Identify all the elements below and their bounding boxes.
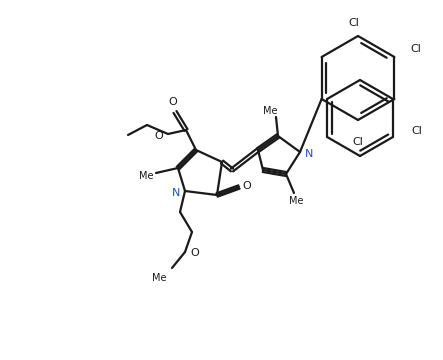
Text: O: O xyxy=(190,248,199,258)
Text: Cl: Cl xyxy=(411,126,422,136)
Text: O: O xyxy=(243,181,251,191)
Text: Me: Me xyxy=(289,196,303,206)
Text: N: N xyxy=(172,188,180,198)
Text: Me: Me xyxy=(139,171,153,181)
Text: N: N xyxy=(305,149,313,159)
Text: Cl: Cl xyxy=(349,18,359,28)
Text: O: O xyxy=(155,131,163,141)
Text: Me: Me xyxy=(152,273,166,283)
Text: Cl: Cl xyxy=(353,137,363,147)
Text: Me: Me xyxy=(263,106,277,116)
Text: O: O xyxy=(169,97,177,107)
Text: Cl: Cl xyxy=(410,44,421,54)
